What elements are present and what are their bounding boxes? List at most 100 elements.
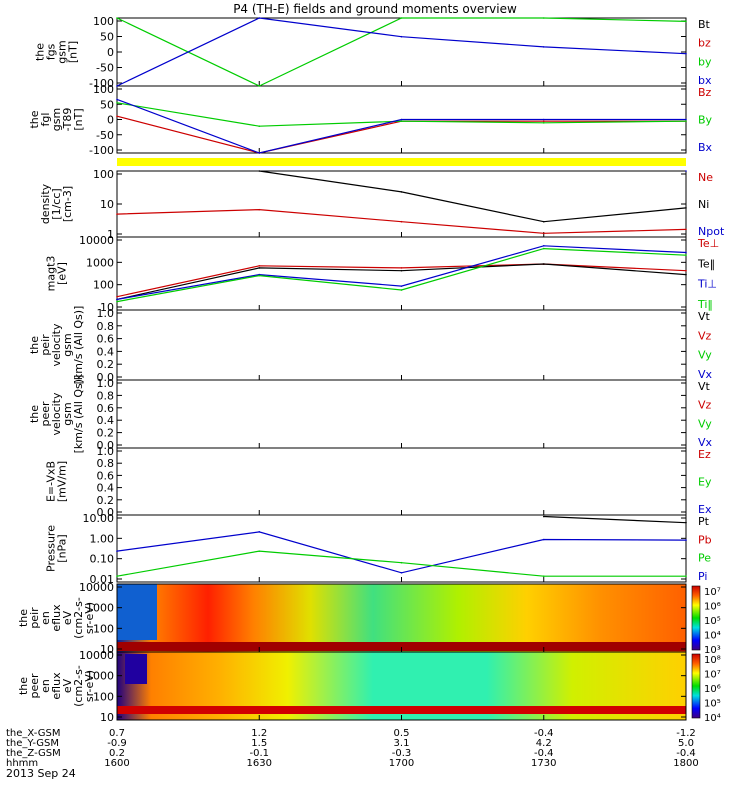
y-axis-label: gsm bbox=[50, 108, 63, 131]
y-axis-label: velocity bbox=[50, 392, 63, 435]
y-tick-label: 0.10 bbox=[90, 553, 115, 566]
y-tick-label: 1000 bbox=[86, 602, 114, 615]
series-line-By bbox=[116, 102, 687, 127]
x-axis-value: 0.7 bbox=[109, 728, 125, 739]
y-axis-label: the bbox=[28, 336, 41, 354]
y-tick-label: 10 bbox=[100, 643, 114, 656]
y-tick-label: 0.4 bbox=[97, 482, 115, 495]
y-axis-label: eV bbox=[61, 678, 74, 693]
legend-Vt: Vt bbox=[698, 310, 711, 323]
x-axis-value: 1600 bbox=[104, 758, 129, 769]
y-tick-label: 50 bbox=[100, 98, 114, 111]
y-axis-label: sr-eV) bbox=[83, 602, 96, 634]
legend-Ne: Ne bbox=[698, 171, 713, 184]
series-line-Pe bbox=[116, 550, 686, 577]
legend-Ti⊥: Ti⊥ bbox=[697, 278, 717, 291]
x-axis-row-label: hhmm bbox=[6, 758, 38, 769]
series-line-bx bbox=[116, 17, 687, 87]
y-axis-label: peir bbox=[28, 607, 41, 629]
y-axis-label: eV bbox=[61, 610, 74, 625]
y-axis-label: velocity bbox=[50, 323, 63, 366]
y-tick-label: 0.6 bbox=[97, 469, 115, 482]
y-axis-label: density bbox=[39, 183, 52, 224]
x-axis-value: -0.3 bbox=[392, 748, 412, 759]
colorbar-peirspec bbox=[691, 585, 701, 651]
x-axis-value: 1800 bbox=[673, 758, 698, 769]
y-tick-label: 1.0 bbox=[97, 377, 115, 390]
panel-frame-fgs bbox=[116, 17, 687, 87]
y-tick-label: 0.8 bbox=[97, 457, 115, 470]
legend-Vz: Vz bbox=[698, 329, 712, 342]
x-axis-value: -0.4 bbox=[676, 748, 696, 759]
y-axis-label: gsm bbox=[61, 402, 74, 425]
x-axis-value: 1630 bbox=[247, 758, 272, 769]
legend-Pi: Pi bbox=[698, 570, 707, 583]
legend-Bx: Bx bbox=[698, 141, 713, 154]
legend-Vt: Vt bbox=[698, 380, 711, 393]
y-tick-label: 0.01 bbox=[90, 573, 115, 586]
legend-Pt: Pt bbox=[698, 515, 710, 528]
y-axis-label: gsm bbox=[56, 40, 69, 63]
y-tick-label: 1000 bbox=[86, 670, 114, 683]
y-tick-label: 50 bbox=[100, 31, 114, 44]
y-tick-label: 1.0 bbox=[97, 445, 115, 458]
y-tick-label: 0 bbox=[107, 114, 114, 127]
ion-spectrogram bbox=[117, 584, 686, 652]
y-axis-label: fgl bbox=[39, 113, 52, 127]
y-axis-label: peir bbox=[39, 334, 52, 356]
colorbar-label: 10⁶ bbox=[704, 684, 721, 695]
x-axis-value: -0.9 bbox=[107, 738, 127, 749]
x-axis-value: 1.2 bbox=[251, 728, 267, 739]
legend-By: By bbox=[698, 114, 713, 127]
y-tick-label: 100 bbox=[93, 279, 114, 292]
y-axis-label: [1/cc] bbox=[50, 188, 63, 219]
x-axis-date: 2013 Sep 24 bbox=[6, 767, 76, 780]
y-axis-label: Pressure bbox=[45, 525, 58, 572]
y-tick-label: -50 bbox=[96, 129, 114, 142]
x-axis-row-label: the_Z-GSM bbox=[6, 748, 61, 759]
panel-frame-exb bbox=[116, 447, 687, 516]
legend-Vx: Vx bbox=[698, 436, 713, 449]
legend-Npot: Npot bbox=[698, 225, 725, 238]
y-tick-label: 10.00 bbox=[83, 512, 115, 525]
y-axis-label: [mV/m] bbox=[56, 461, 69, 502]
x-axis-value: 3.1 bbox=[394, 738, 410, 749]
y-axis-label: [cm-3] bbox=[61, 186, 74, 222]
series-line-Ti‖ bbox=[116, 247, 687, 303]
x-axis-value: 5.0 bbox=[678, 738, 694, 749]
x-axis-value: -0.4 bbox=[534, 748, 554, 759]
y-tick-label: 100 bbox=[93, 83, 114, 96]
y-tick-label: 10 bbox=[100, 711, 114, 724]
colorbar-label: 10⁷ bbox=[704, 587, 721, 598]
colorbar-label: 10⁴ bbox=[704, 631, 721, 642]
y-tick-label: 10000 bbox=[79, 234, 114, 247]
y-axis-label: [nT] bbox=[67, 41, 80, 63]
page-title: P4 (TH-E) fields and ground moments over… bbox=[233, 2, 517, 16]
y-axis-label: [eV] bbox=[56, 262, 69, 285]
y-axis-label: peer bbox=[39, 401, 52, 427]
colorbar-label: 10⁵ bbox=[704, 699, 721, 710]
y-axis-label: [nPa] bbox=[56, 534, 69, 562]
y-axis-label: -T89 bbox=[61, 108, 74, 132]
series-line-Ni bbox=[259, 170, 687, 223]
legend-Te‖: Te‖ bbox=[697, 257, 715, 270]
y-axis-label: fgs bbox=[45, 43, 58, 60]
y-tick-label: 0.6 bbox=[97, 402, 115, 415]
ion-spectrogram-early-blue bbox=[117, 584, 157, 640]
data-point-Npot bbox=[685, 170, 687, 172]
legend-Bt: Bt bbox=[698, 18, 711, 31]
x-axis-value: -0.4 bbox=[534, 728, 554, 739]
legend-bx: bx bbox=[698, 74, 712, 87]
y-tick-label: 0.4 bbox=[97, 414, 115, 427]
legend-Ex: Ex bbox=[698, 503, 712, 516]
y-axis-label: (cm2-s- bbox=[72, 597, 85, 639]
x-axis-row-label: the_X-GSM bbox=[6, 728, 60, 739]
colorbar-label: 10⁵ bbox=[704, 616, 721, 627]
y-tick-label: 10 bbox=[100, 198, 114, 211]
y-axis-label: peer bbox=[28, 673, 41, 699]
colorbar-peerspec bbox=[691, 653, 701, 719]
y-tick-label: 0.8 bbox=[97, 320, 115, 333]
y-tick-label: 0.2 bbox=[97, 494, 115, 507]
y-tick-label: -100 bbox=[89, 77, 114, 90]
electron-spectrogram-early-dark bbox=[125, 654, 147, 684]
